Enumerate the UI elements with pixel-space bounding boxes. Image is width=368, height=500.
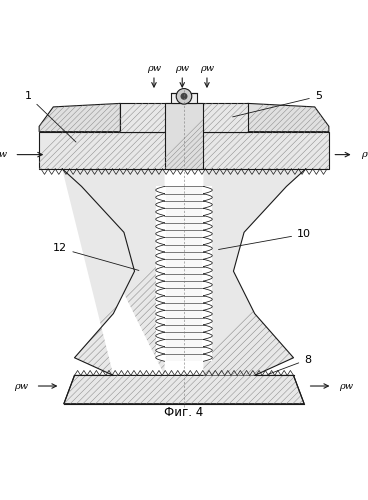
Circle shape [180,93,188,100]
Text: ρw: ρw [0,150,7,159]
Polygon shape [248,104,329,132]
Text: ρw: ρw [14,382,29,390]
Polygon shape [120,104,248,132]
Circle shape [176,88,192,104]
Polygon shape [39,104,120,132]
Polygon shape [62,168,164,376]
Text: 12: 12 [53,243,139,270]
Text: 8: 8 [268,354,311,374]
Polygon shape [164,104,204,168]
Bar [156,186,212,362]
Text: ρw: ρw [175,64,189,74]
Text: ρw: ρw [339,382,354,390]
Polygon shape [204,168,306,376]
Text: ρw: ρw [147,64,161,74]
Text: 10: 10 [219,229,311,250]
Polygon shape [171,93,197,104]
Text: 1: 1 [25,92,76,142]
Text: Фиг. 4: Фиг. 4 [164,406,204,419]
Text: 5: 5 [233,92,322,117]
Bar [166,186,202,362]
Text: ρw: ρw [200,64,214,74]
Text: ρw: ρw [361,150,368,159]
Polygon shape [39,132,329,168]
Polygon shape [64,376,304,404]
